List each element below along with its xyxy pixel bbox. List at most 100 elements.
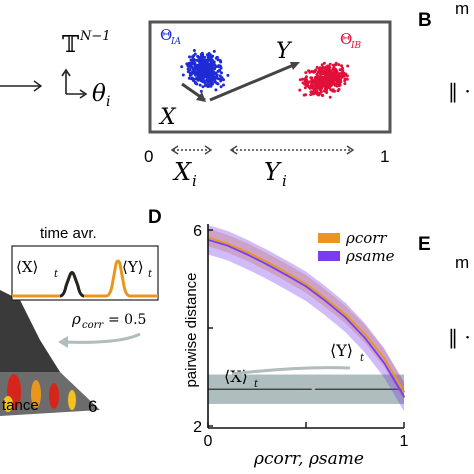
series-point-ρsame: [344, 316, 347, 319]
cluster-b-point: [322, 66, 326, 69]
cluster-a-point: [189, 73, 193, 77]
cluster-a-point: [218, 74, 222, 78]
cluster-a-point: [222, 83, 225, 87]
panel-e-letter: E: [418, 234, 431, 255]
top-row: 𝕋 N−1 θ i Θ IA Θ IB X Y 0 1 X i Y: [0, 0, 471, 190]
cluster-b-point: [321, 71, 325, 75]
inset-x-peak: [59, 271, 85, 298]
cluster-b-point: [343, 77, 347, 81]
cluster-b-point: [307, 85, 311, 89]
theta-sub: i: [106, 94, 110, 110]
cluster-b-point: [332, 80, 336, 84]
cluster-a-point: [192, 71, 196, 75]
cluster-b-point: [318, 66, 322, 70]
series-point-ρcorr: [285, 271, 288, 274]
inset-pointer: [61, 332, 141, 344]
cluster-a-point: [219, 78, 223, 82]
torus-sup: N−1: [79, 29, 111, 44]
cluster-b-point: [323, 73, 327, 77]
cluster-a-point: [208, 80, 211, 84]
cluster-b-point: [305, 78, 308, 82]
series-point-ρsame: [305, 285, 307, 288]
cluster-a-point: [180, 65, 184, 69]
series-point-ρcorr: [246, 251, 249, 253]
vector-y-head: [290, 62, 300, 70]
cluster-b-point: [301, 77, 305, 81]
series-band-ρsame: [208, 225, 404, 412]
cluster-a-point: [195, 66, 199, 70]
cluster-b-point: [345, 77, 349, 81]
cluster-a-point: [192, 49, 196, 52]
cluster-b-point: [304, 93, 308, 97]
cluster-b-point: [307, 69, 311, 73]
x-tick-label: 0: [204, 433, 213, 450]
torus-box: [148, 20, 392, 134]
cluster-b-point: [309, 93, 313, 97]
cluster-b-point: [331, 73, 334, 77]
cluster-a-point: [212, 63, 216, 67]
inset-bottom-label: tance: [2, 397, 39, 414]
cluster-a-point: [191, 55, 194, 59]
cluster-a-point: [219, 85, 223, 89]
torus-label: 𝕋: [62, 32, 79, 58]
cluster-a-point: [186, 70, 190, 74]
cluster-a-point: [196, 78, 200, 82]
cluster-a-point: [213, 78, 217, 82]
cluster-a-point: [211, 81, 215, 85]
cluster-a-point: [201, 85, 205, 89]
cluster-a-point: [200, 51, 204, 55]
cluster-a-point: [208, 63, 212, 67]
cluster-b-point: [341, 69, 345, 73]
cluster-a-label: Θ: [160, 26, 172, 44]
panel-e-cut-norm: ‖ ·: [448, 325, 471, 350]
cluster-b-point: [326, 86, 330, 90]
legend-swatch-ρsame: [318, 251, 340, 261]
inset-rho-sub: corr: [82, 320, 104, 331]
cluster-a-point: [212, 49, 216, 53]
cluster-b-point: [331, 63, 335, 67]
cluster-a-point: [202, 60, 206, 64]
cluster-a-point: [197, 56, 201, 59]
vector-y-label: Y: [276, 39, 293, 64]
cluster-b-point: [331, 89, 335, 93]
cluster-b-point: [329, 69, 333, 73]
axis-zero: 0: [144, 147, 153, 166]
annotation-x-sub: t: [254, 379, 259, 390]
series-point-ρsame: [285, 274, 288, 276]
inset-title: time avr.: [40, 225, 97, 242]
vector-x-label: X: [158, 105, 177, 130]
cluster-a-point: [204, 74, 208, 78]
cluster-b-point: [304, 71, 308, 75]
cluster-b-point: [323, 81, 327, 85]
cluster-a-point: [190, 59, 194, 63]
series-point-ρsame: [363, 336, 366, 339]
xi-label: X: [172, 158, 192, 186]
series-point-ρcorr: [363, 332, 366, 335]
series-point-ρcorr: [383, 357, 386, 360]
cluster-b-point: [337, 84, 341, 88]
cluster-b-point: [345, 74, 349, 78]
cluster-a-point: [194, 81, 198, 85]
series-point-ρsame: [324, 300, 327, 302]
cluster-b-point: [346, 64, 350, 68]
cluster-a-point: [198, 76, 202, 80]
inset-box: [11, 245, 159, 301]
cluster-b-point: [335, 78, 339, 82]
cluster-b-point: [298, 78, 302, 82]
cluster-b-point: [313, 79, 317, 83]
vector-y: [209, 62, 297, 102]
yi-range-right: [346, 145, 355, 155]
vector-x-head: [196, 92, 206, 102]
inset-y-avg: ⟨Y⟩: [122, 258, 144, 276]
cluster-b-point: [335, 82, 338, 86]
panel-d-letter: D: [148, 207, 162, 228]
cluster-b-sub: IB: [350, 41, 362, 51]
cluster-a-point: [193, 52, 197, 56]
series-point-ρsame: [403, 395, 405, 398]
cluster-a-point: [212, 76, 216, 80]
cluster-b-point: [321, 84, 325, 88]
panel-b-cut-norm: ‖ ·: [448, 79, 471, 104]
surface-peak-5: [3, 396, 13, 412]
